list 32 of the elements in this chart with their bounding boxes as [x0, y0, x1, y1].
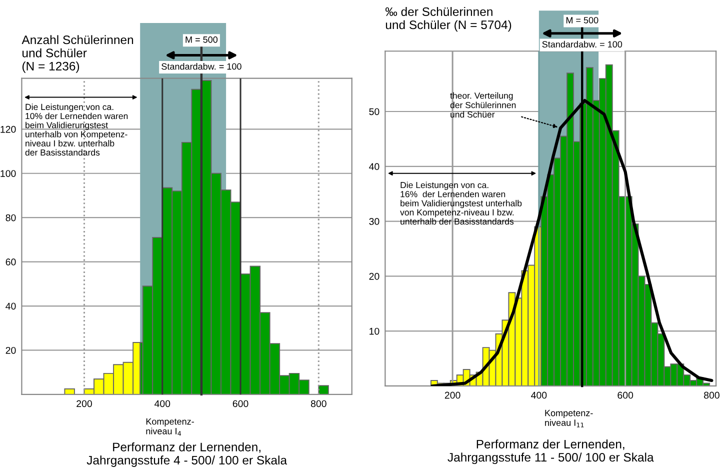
- x-tick-label: 400: [531, 392, 547, 399]
- ref-line-label: M = 500: [186, 36, 218, 43]
- y-axis-title: ‰ der Schülerinnen und Schüler (N = 5704): [385, 7, 512, 32]
- y-tick-label: 20: [6, 346, 16, 354]
- x-tick-label: 400: [154, 400, 170, 408]
- y-tick-label: 30: [369, 218, 380, 225]
- text: Standardabw. = 100: [162, 63, 242, 70]
- y-tick-label: 120: [0, 126, 16, 133]
- y-tick-label: 40: [6, 302, 16, 310]
- x-tick-label: 600: [232, 400, 248, 408]
- x-tick-label: 600: [618, 392, 634, 399]
- band-label: Kompetenz- niveau I$_{4}$: [146, 418, 194, 436]
- annotation: theor. Verteilung der Schülerinnen und Schüer: [450, 92, 516, 118]
- y-tick-label: 10: [370, 328, 380, 335]
- y-tick-label: 20: [369, 272, 380, 280]
- x-axis-title: Performanz der Lernenden, Jahrgangsstufe 4 - 500/ 100 er Skala: [86, 442, 288, 467]
- annotation: Die Leistungen von ca. 10% der Lernenden waren beim Validierungstest unterhalb von Kompetenz- niveau I bzw. unterhalb der Basisstandards: [25, 104, 128, 156]
- x-tick-label: 800: [704, 392, 720, 399]
- y-tick-label: 60: [6, 258, 16, 266]
- x-tick-label: 200: [444, 392, 460, 399]
- x-tick-label: 200: [76, 400, 92, 408]
- y-tick-label: 80: [6, 214, 16, 222]
- y-axis-title: Anzahl Schülerinnen und Schüler (N = 1236): [22, 35, 134, 73]
- y-tick-label: 40: [369, 163, 380, 170]
- text: Standardabw. = 100: [542, 40, 622, 48]
- x-axis-title: Performanz der Lernenden, Jahrgangsstufe 11 - 500/ 100 er Skala: [448, 439, 654, 464]
- ref-line-label: M = 500: [566, 17, 598, 24]
- y-tick-label: 100: [0, 170, 16, 177]
- band-label: Kompetenz- niveau I$_{11}$: [545, 410, 593, 428]
- y-tick-label: 50: [369, 108, 380, 116]
- annotation: Die Leistungen von ca. 16% der Lernenden waren beim Validierungstest unterhalb von Kompetenz-niveau I bzw. unterhalb der Basisstandards: [400, 182, 522, 225]
- x-tick-label: 800: [310, 400, 326, 408]
